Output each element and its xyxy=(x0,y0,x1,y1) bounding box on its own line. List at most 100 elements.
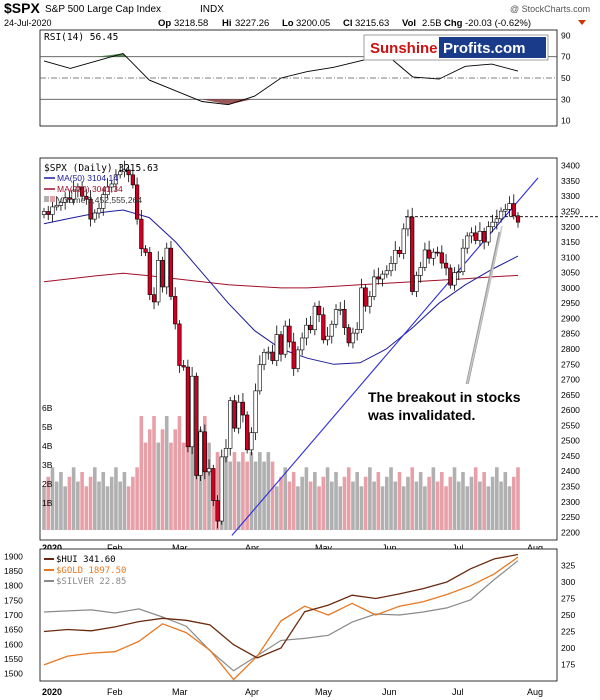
metals-left-tick: 1800 xyxy=(4,581,23,591)
price-tick-label: 2300 xyxy=(561,497,580,507)
volume-bar xyxy=(482,472,486,530)
volume-bar xyxy=(143,442,148,530)
metals-xtick-label: Mar xyxy=(172,687,188,697)
volume-bar xyxy=(101,472,106,530)
candle-down xyxy=(346,327,351,344)
candle-up xyxy=(266,351,271,354)
metals-right-tick: 175 xyxy=(561,660,575,670)
candle-down xyxy=(202,431,207,473)
volume-bar xyxy=(499,481,503,530)
candle-down xyxy=(278,334,284,355)
candle-down xyxy=(139,218,144,250)
candle-down xyxy=(181,365,186,368)
symbol: $SPX xyxy=(4,0,40,16)
volume-bar xyxy=(152,416,156,530)
volume-bar xyxy=(418,472,423,530)
candle-up xyxy=(384,270,389,275)
candle-up xyxy=(380,273,385,280)
silver-legend: $SILVER 22.85 xyxy=(56,577,126,587)
volume-bar xyxy=(164,416,169,530)
annotation-line1: The breakout in stocks xyxy=(368,389,521,405)
candle-down xyxy=(270,351,275,361)
metals-xtick-label: Jun xyxy=(382,687,397,697)
price-tick-label: 2200 xyxy=(561,527,580,537)
volume-bar xyxy=(456,481,461,530)
candle-up xyxy=(329,323,334,337)
candle-down xyxy=(511,203,516,217)
metals-frame xyxy=(39,548,558,682)
price-tick-label: 2600 xyxy=(561,405,580,415)
candle-up xyxy=(41,211,47,215)
candle-up xyxy=(431,251,436,259)
candle-down xyxy=(147,252,152,295)
metals-right-tick: 325 xyxy=(561,561,575,571)
volume-bar xyxy=(486,486,491,530)
price-tick-label: 3300 xyxy=(561,191,580,201)
volume-bar xyxy=(397,472,402,530)
candle-down xyxy=(482,231,487,243)
candle-up xyxy=(295,349,301,369)
candle-down xyxy=(342,308,347,328)
candle-down xyxy=(287,325,292,343)
volume-bar xyxy=(270,461,275,530)
volume-bar xyxy=(363,476,368,530)
hui-legend: $HUI 341.60 xyxy=(56,555,116,565)
volume-bar xyxy=(258,452,262,530)
volume-tick-label: 2B xyxy=(42,479,53,489)
metals-xtick-label: Apr xyxy=(245,687,259,697)
price-xtick-label: Apr xyxy=(245,543,259,553)
sunshine-profits-logo: Sunshine Profits.com xyxy=(363,34,549,61)
price-tick-label: 2500 xyxy=(561,436,580,446)
candle-up xyxy=(490,221,495,228)
volume-bar xyxy=(249,452,254,530)
candle-down xyxy=(46,211,51,215)
volume-bar xyxy=(452,467,457,530)
volume-bar xyxy=(346,467,351,530)
volume-bar xyxy=(423,486,427,530)
price-legend: $SPX (Daily) 3215.63 MA(50) 3104.14 MA(2… xyxy=(44,163,158,205)
price-tick-label: 2650 xyxy=(561,390,580,400)
candle-up xyxy=(118,171,123,176)
candle-up xyxy=(456,271,461,273)
candle-up xyxy=(401,228,406,254)
volume-bar xyxy=(342,476,347,530)
candle-up xyxy=(414,275,419,292)
candle-up xyxy=(198,431,203,476)
volume-bar xyxy=(372,481,376,530)
candle-up xyxy=(105,186,110,195)
volume-bar xyxy=(359,486,364,530)
ma200-legend: MA(200) 3041.34 xyxy=(57,184,123,194)
volume-bar xyxy=(351,481,355,530)
candle-up xyxy=(359,287,364,330)
index-name: S&P 500 Large Cap Index xyxy=(45,4,161,15)
candle-down xyxy=(177,323,182,366)
candle-down xyxy=(160,260,165,288)
volume-bar xyxy=(435,481,440,530)
price-tick-label: 3400 xyxy=(561,161,580,171)
close-value: 3215.63 xyxy=(355,18,389,29)
price-xtick-label: May xyxy=(315,543,333,553)
volume-tick-label: 5B xyxy=(42,422,53,432)
candle-down xyxy=(168,247,174,297)
volume-bar xyxy=(84,486,89,530)
volume-bar xyxy=(507,486,512,530)
price-xtick-label: 2020 xyxy=(42,543,62,553)
candle-down xyxy=(240,401,246,416)
candle-down xyxy=(185,366,190,448)
volume-legend: Volume 2,452,555,264 xyxy=(57,195,142,205)
candle-down xyxy=(143,248,148,253)
chart-date: 24-Jul-2020 xyxy=(4,18,52,28)
volume-bar xyxy=(169,442,173,530)
chart-header: $SPX S&P 500 Large Cap Index INDX @ Stoc… xyxy=(4,0,590,29)
candle-down xyxy=(135,184,140,220)
annotation-line2: was invalidated. xyxy=(367,407,475,423)
volume-tick-label: 4B xyxy=(42,441,53,451)
volume-bar xyxy=(245,461,249,530)
volume-bar xyxy=(92,467,97,530)
candle-down xyxy=(126,169,131,176)
price-tick-label: 2400 xyxy=(561,466,580,476)
volume-bar xyxy=(376,472,381,530)
volume-bar xyxy=(114,467,118,530)
candle-up xyxy=(477,231,483,241)
metals-left-tick: 1600 xyxy=(4,639,23,649)
